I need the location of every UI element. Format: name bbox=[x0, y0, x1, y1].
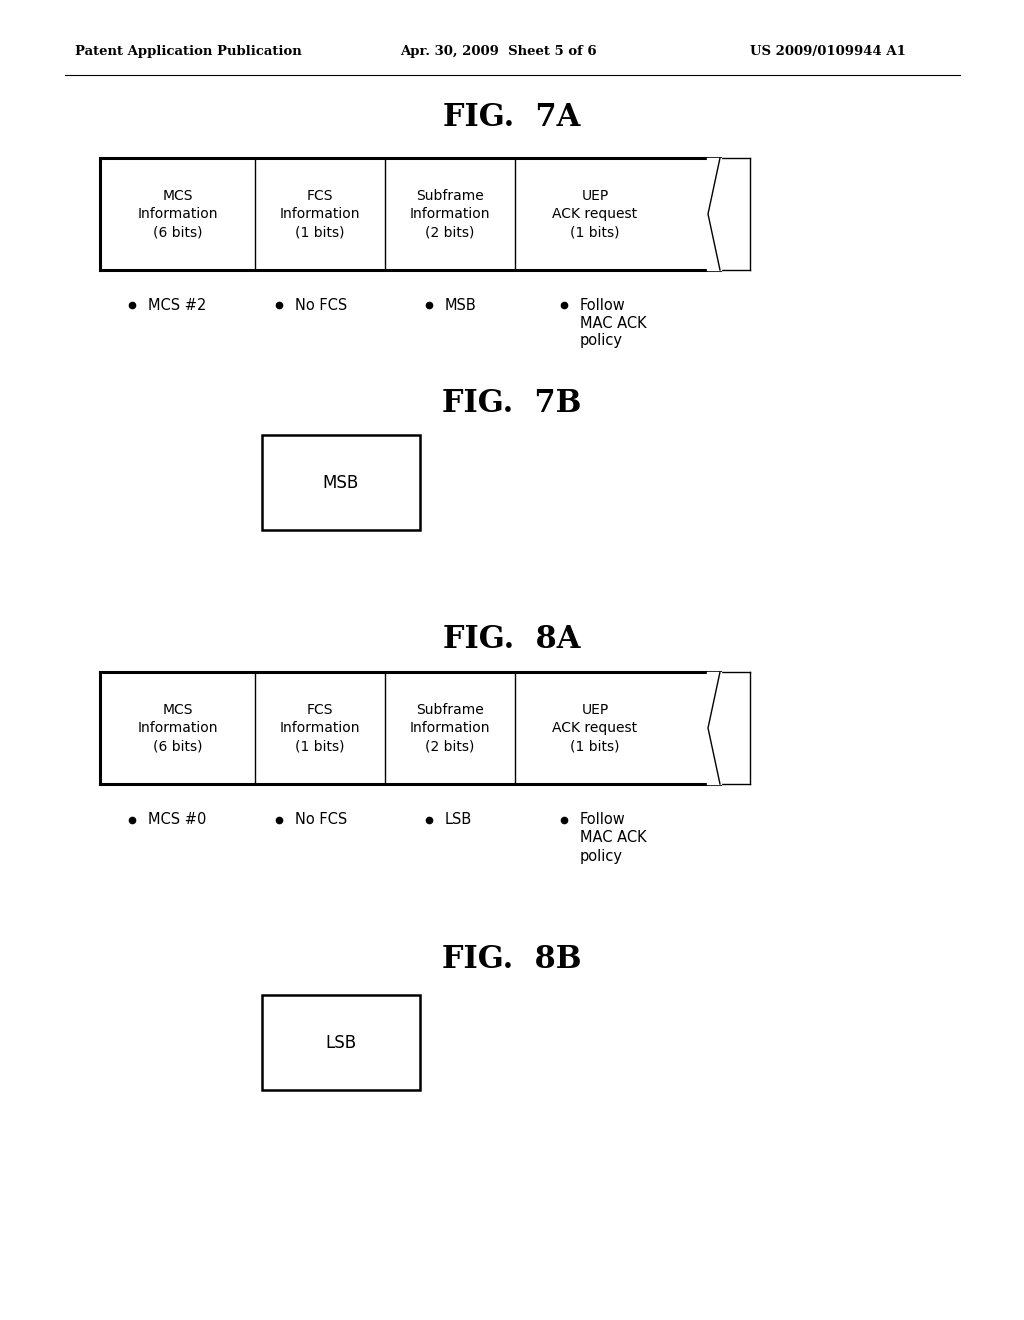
Text: Apr. 30, 2009  Sheet 5 of 6: Apr. 30, 2009 Sheet 5 of 6 bbox=[400, 45, 597, 58]
Text: US 2009/0109944 A1: US 2009/0109944 A1 bbox=[750, 45, 906, 58]
Text: Follow: Follow bbox=[580, 813, 626, 828]
Text: FIG.  8A: FIG. 8A bbox=[443, 624, 581, 656]
Text: Follow: Follow bbox=[580, 297, 626, 313]
Text: FCS
Information
(1 bits): FCS Information (1 bits) bbox=[280, 189, 360, 239]
Text: UEP
ACK request
(1 bits): UEP ACK request (1 bits) bbox=[552, 702, 638, 754]
Text: Patent Application Publication: Patent Application Publication bbox=[75, 45, 302, 58]
Text: MSB: MSB bbox=[323, 474, 359, 491]
Text: No FCS: No FCS bbox=[295, 813, 347, 828]
Text: MCS
Information
(6 bits): MCS Information (6 bits) bbox=[137, 702, 218, 754]
Text: MAC ACK: MAC ACK bbox=[580, 315, 646, 330]
Text: No FCS: No FCS bbox=[295, 297, 347, 313]
Text: MSB: MSB bbox=[445, 297, 477, 313]
Text: Subframe
Information
(2 bits): Subframe Information (2 bits) bbox=[410, 189, 490, 239]
Text: FCS
Information
(1 bits): FCS Information (1 bits) bbox=[280, 702, 360, 754]
Text: LSB: LSB bbox=[326, 1034, 356, 1052]
Bar bbox=[262, 436, 420, 531]
Text: FIG.  7A: FIG. 7A bbox=[443, 103, 581, 133]
Text: UEP
ACK request
(1 bits): UEP ACK request (1 bits) bbox=[552, 189, 638, 239]
Text: MAC ACK: MAC ACK bbox=[580, 830, 646, 846]
Text: FIG.  7B: FIG. 7B bbox=[442, 388, 582, 418]
Text: FIG.  8B: FIG. 8B bbox=[442, 945, 582, 975]
Text: policy: policy bbox=[580, 849, 623, 863]
Text: MCS #2: MCS #2 bbox=[148, 297, 207, 313]
Text: LSB: LSB bbox=[445, 813, 472, 828]
Text: Subframe
Information
(2 bits): Subframe Information (2 bits) bbox=[410, 702, 490, 754]
Text: MCS #0: MCS #0 bbox=[148, 813, 207, 828]
Bar bbox=[262, 995, 420, 1090]
Text: MCS
Information
(6 bits): MCS Information (6 bits) bbox=[137, 189, 218, 239]
Text: policy: policy bbox=[580, 334, 623, 348]
